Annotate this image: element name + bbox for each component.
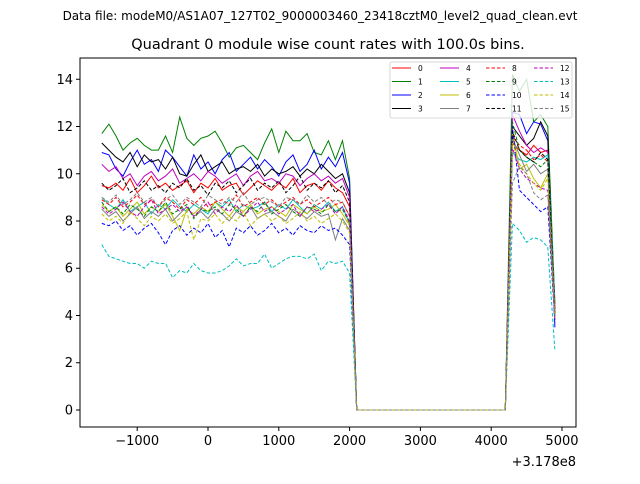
chart-title: Quadrant 0 module wise count rates with … [131,37,525,53]
x-tick-label: 4000 [475,434,508,449]
y-tick-label: 0 [65,403,73,418]
legend-label: 2 [418,91,423,100]
legend-label: 8 [512,64,517,73]
legend-label: 12 [560,64,570,73]
series-line-1 [101,74,556,411]
x-offset-label: +3.178e8 [512,455,576,470]
legend-label: 7 [466,105,471,114]
y-tick-label: 12 [56,120,73,135]
y-tick-label: 14 [56,73,73,88]
series-line-5 [101,151,556,411]
series-line-15 [101,165,556,411]
legend-label: 1 [418,78,423,87]
legend-label: 10 [512,91,522,100]
series-line-8 [101,134,556,411]
series-line-13 [101,222,556,411]
legend-label: 6 [466,91,471,100]
legend-label: 4 [466,64,471,73]
series-line-4 [101,114,556,411]
legend-box [389,61,573,119]
legend-label: 11 [512,105,522,114]
series-line-10 [101,126,556,411]
legend-label: 0 [418,64,423,73]
plot-frame [79,57,577,428]
x-tick-label: 2000 [333,434,366,449]
x-tick-label: 1000 [262,434,295,449]
series-line-9 [101,121,556,411]
x-tick-label: 3000 [404,434,437,449]
y-tick-label: 4 [65,309,73,324]
y-tick-label: 2 [65,356,73,371]
series-line-11 [101,131,556,411]
series-line-2 [101,111,556,411]
legend-label: 5 [466,78,471,87]
suptitle: Data file: modeM0/AS1A07_127T02_90000034… [63,9,578,23]
legend-label: 3 [418,105,423,114]
series-line-7 [101,138,556,411]
series-line-3 [101,120,556,411]
y-tick-label: 10 [56,167,73,182]
x-tick-label: 5000 [545,434,578,449]
x-tick-label: −1000 [115,434,159,449]
series-line-14 [101,142,556,411]
series-line-0 [101,141,556,411]
x-tick-label: 0 [204,434,212,449]
legend-label: 9 [512,78,517,87]
y-tick-label: 6 [65,262,73,277]
series-layer [101,74,556,411]
legend-label: 13 [560,78,570,87]
series-line-6 [101,131,556,411]
y-tick-label: 8 [65,215,73,230]
legend-label: 15 [560,105,570,114]
legend-label: 14 [560,91,570,100]
